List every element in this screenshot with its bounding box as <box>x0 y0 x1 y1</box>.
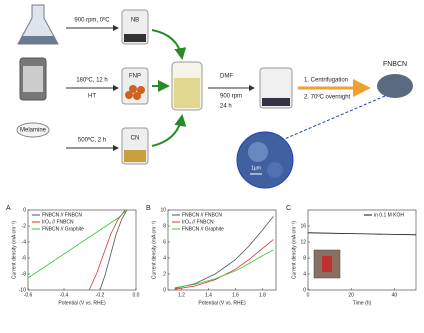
series-line <box>88 209 126 291</box>
x-tick-label: 0.0 <box>133 292 140 298</box>
series-line <box>27 209 128 279</box>
step-label: 500ºC, 2 h <box>78 137 106 144</box>
plot-frame <box>167 209 277 291</box>
particle <box>133 92 141 100</box>
legend-label: in 0.1 M KOH <box>374 212 404 218</box>
x-tick-label: 20 <box>348 292 354 298</box>
bottle-label <box>23 66 43 92</box>
x-tick-label: 1.2 <box>178 292 185 298</box>
panel-label: A <box>6 205 11 212</box>
precipitate <box>262 98 290 106</box>
plot-frame <box>27 209 137 291</box>
y-tick-label: -8 <box>22 271 27 277</box>
y-tick-label: 8 <box>303 255 306 261</box>
x-tick-label: -0.4 <box>60 292 69 298</box>
beaker-liquid <box>174 78 200 108</box>
x-tick-label: 0 <box>307 292 310 298</box>
product-label: FNBCN <box>383 61 407 68</box>
panel-label: B <box>146 205 151 212</box>
x-tick-label: 1.6 <box>232 292 239 298</box>
y-tick-label: -10 <box>19 287 26 293</box>
series-line <box>99 209 128 291</box>
particle <box>125 91 133 99</box>
inset-detail <box>322 256 332 272</box>
x-tick-label: 1.8 <box>259 292 266 298</box>
jar-label: FNP <box>129 74 141 80</box>
particle <box>137 86 145 94</box>
powder <box>377 74 413 98</box>
legend-label: IrO₂ // FNBCN <box>42 219 74 225</box>
bowl-label: Melamine <box>20 128 47 134</box>
y-tick-label: 0 <box>23 207 26 213</box>
y-tick-label: 0 <box>163 287 166 293</box>
step-label: HT <box>88 94 96 100</box>
series-line <box>174 216 274 289</box>
jar-content <box>124 150 146 162</box>
legend-label: FNBCN // FNBCN <box>42 212 82 218</box>
spacer <box>356 260 414 261</box>
series-line <box>174 239 274 290</box>
y-tick-label: 8 <box>163 223 166 229</box>
y-tick-label: 0 <box>303 287 306 293</box>
jar-content <box>124 34 146 42</box>
sem-texture <box>267 162 283 178</box>
x-tick-label: 40 <box>392 292 398 298</box>
y-axis-title: Current density (mA cm⁻²) <box>11 221 17 280</box>
jar-label: NB <box>131 18 139 24</box>
jar-label: CN <box>131 136 140 142</box>
sem-texture <box>248 142 268 162</box>
y-tick-label: 16 <box>300 223 306 229</box>
y-axis-title: Current density (mA cm⁻²) <box>291 221 297 280</box>
y-tick-label: -2 <box>22 223 27 229</box>
step-label: 24 h <box>220 104 232 110</box>
legend-label: FNBCN // Graphite <box>42 226 84 232</box>
legend-label: IrO₂ // FNBCN <box>182 219 214 225</box>
x-axis-title: Potential (V vs. RHE) <box>58 300 106 306</box>
step-label: 900 rpm, 0ºC <box>74 17 110 24</box>
y-tick-label: -6 <box>22 255 27 261</box>
step-label: DMF <box>220 74 233 80</box>
y-tick-label: 4 <box>163 255 166 261</box>
flask-liquid <box>18 36 58 44</box>
arrow <box>151 114 187 147</box>
series-line <box>307 232 417 236</box>
zoom-line <box>281 95 386 141</box>
series-line <box>174 249 274 288</box>
bowl <box>16 122 50 138</box>
sem-image <box>236 131 294 189</box>
scale-label: 1µm <box>251 165 261 171</box>
arrow <box>151 29 187 60</box>
y-tick-label: 12 <box>300 239 306 245</box>
x-tick-label: -0.6 <box>24 292 33 298</box>
plot-frame <box>307 209 417 291</box>
x-tick-label: -0.2 <box>96 292 105 298</box>
y-tick-label: 10 <box>160 207 166 213</box>
step-label: 2. 70ºC overnight <box>304 94 351 101</box>
step-label: 180ºC, 12 h <box>76 77 108 84</box>
step-label: 900 rpm <box>220 94 242 100</box>
y-axis-title: Current density (mA cm⁻²) <box>151 221 157 280</box>
legend-label: FNBCN // Graphite <box>182 226 224 232</box>
schematic: 900 rpm, 0ºC NB 180ºC, 12 h HT FNP Melam… <box>16 4 413 189</box>
legend-label: FNBCN // FNBCN <box>182 212 222 218</box>
y-tick-label: -4 <box>22 239 27 245</box>
x-axis-title: Potential (V vs. RHE) <box>198 300 246 306</box>
x-tick-label: 1.4 <box>205 292 212 298</box>
y-tick-label: 4 <box>303 271 306 277</box>
x-axis-title: Time (h) <box>353 300 372 306</box>
y-tick-label: 2 <box>163 271 166 277</box>
step-label: 1. Centrifugation <box>304 78 348 84</box>
y-tick-label: 6 <box>163 239 166 245</box>
particle <box>129 85 137 93</box>
panel-label: C <box>286 205 291 212</box>
charts: A -0.6 -0.4 -0.2 0.0 -10 -8 -6 -4 -2 0 Potential (V… <box>6 205 417 306</box>
